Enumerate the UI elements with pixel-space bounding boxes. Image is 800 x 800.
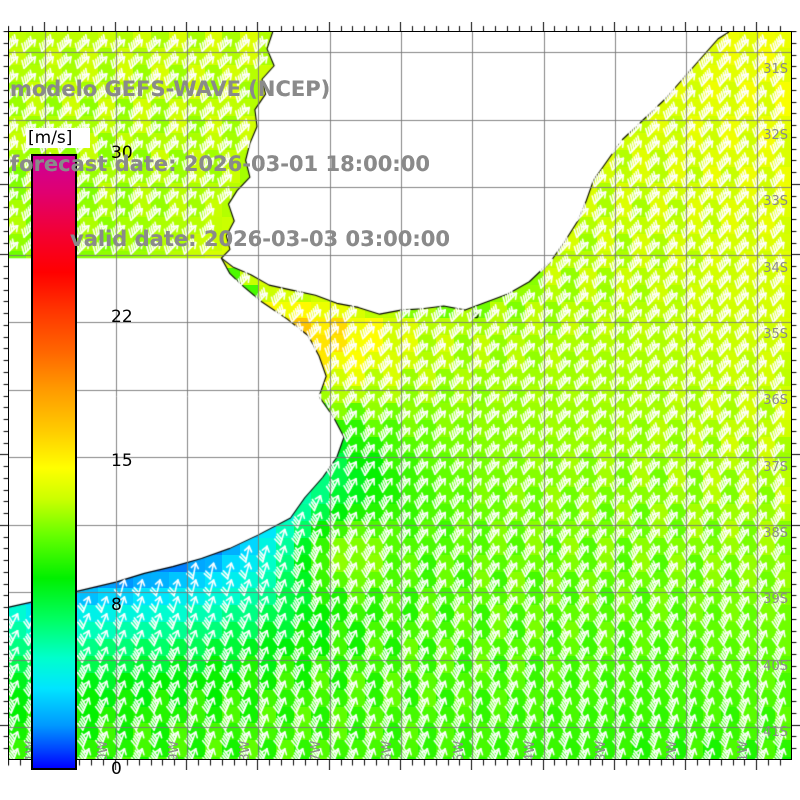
right-tick-rail — [792, 31, 800, 760]
colorbar-tick-22: 22 — [111, 307, 133, 328]
top-tick-rail — [8, 22, 792, 31]
colorbar-gradient — [31, 154, 77, 770]
bottom-tick-rail — [8, 760, 792, 770]
wind-speed-colorbar[interactable]: 30 22 15 8 0 — [31, 143, 133, 779]
colorbar-tick-0: 0 — [111, 759, 122, 779]
graticule-grid-layer — [9, 32, 791, 759]
left-tick-rail — [0, 31, 8, 760]
colorbar-tick-8: 8 — [111, 594, 122, 615]
colorbar-unit-label: [m/s] — [26, 128, 90, 148]
colorbar-tick-30: 30 — [111, 143, 133, 163]
colorbar-tick-15: 15 — [111, 451, 133, 471]
